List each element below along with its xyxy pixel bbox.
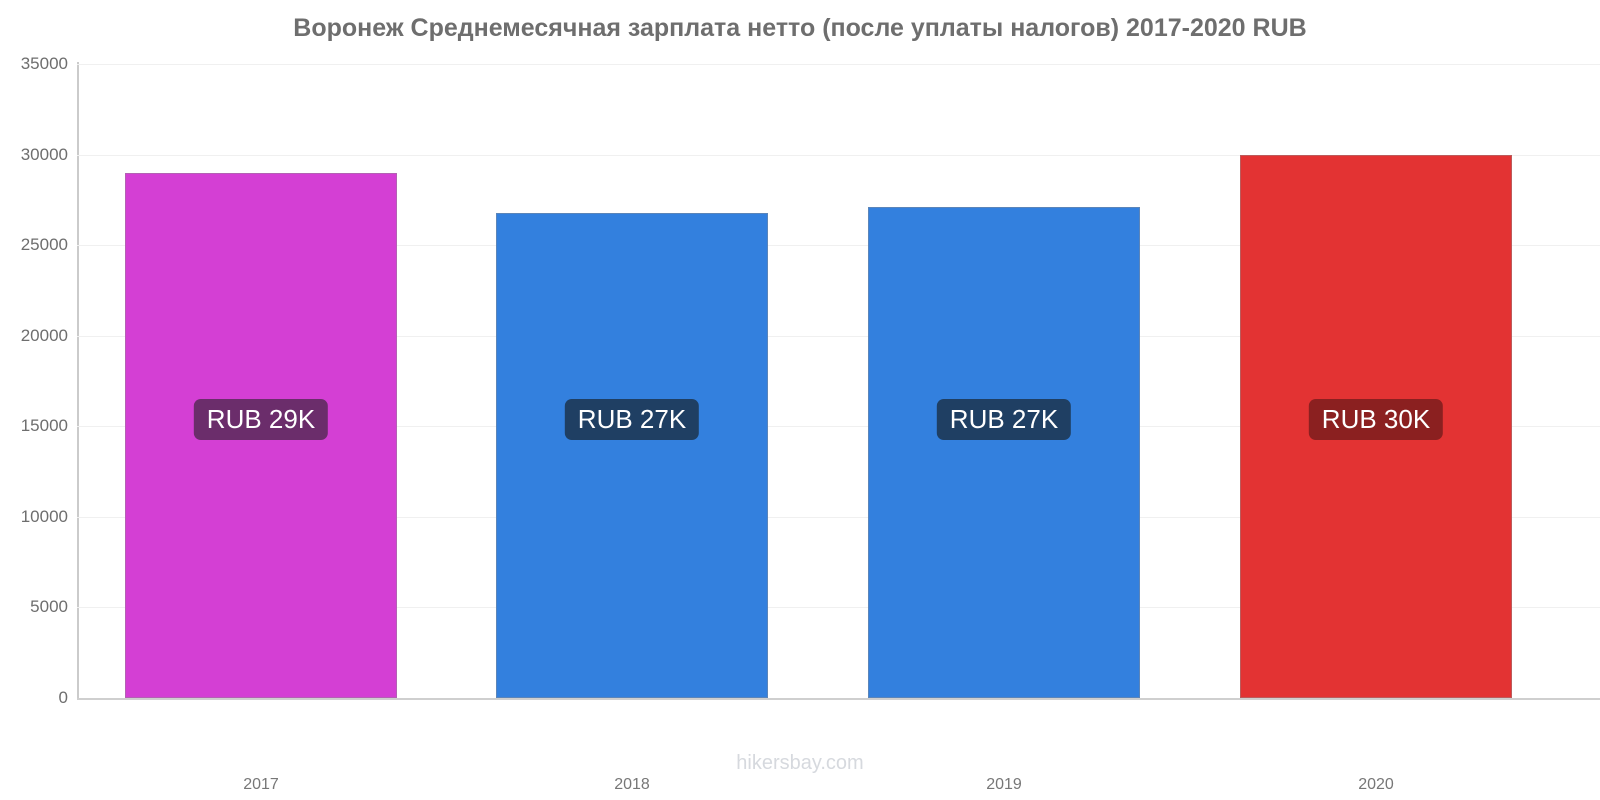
x-tick-label-2019: 2019 <box>986 776 1022 793</box>
y-tick-label-10000: 10000 <box>20 506 68 526</box>
footer-watermark: hikersbay.com <box>736 752 864 774</box>
bar-2018[interactable]: RUB 27K <box>496 212 768 698</box>
y-tick-label-5000: 5000 <box>30 597 68 617</box>
chart-title: Воронеж Среднемесячная зарплата нетто (п… <box>293 14 1307 42</box>
x-tick-label-2017: 2017 <box>243 776 279 793</box>
x-tick-label-2018: 2018 <box>614 776 650 793</box>
y-tick-label-0: 0 <box>58 688 68 707</box>
y-tick-label-15000: 15000 <box>20 416 68 436</box>
gridline-0 <box>77 698 1600 700</box>
bar-2019[interactable]: RUB 27K <box>868 207 1140 698</box>
y-axis-line <box>77 62 79 700</box>
bar-value-label-2019: RUB 27K <box>936 399 1072 440</box>
gridline-35000 <box>77 64 1600 65</box>
x-tick-label-2020: 2020 <box>1358 776 1394 793</box>
y-tick-label-35000: 35000 <box>20 54 68 73</box>
bar-2020[interactable]: RUB 30K <box>1240 154 1512 698</box>
y-tick-label-20000: 20000 <box>20 325 68 345</box>
gridline-10000 <box>77 516 1600 518</box>
bar-2017[interactable]: RUB 29K <box>125 172 397 698</box>
gridline-30000 <box>77 154 1600 156</box>
plot-area: 35000 30000 25000 20000 15000 10000 5000 0 RUB 2… <box>21 54 1600 793</box>
y-tick-label-30000: 30000 <box>20 144 68 164</box>
bar-value-label-2017: RUB 29K <box>193 399 329 440</box>
gridline-5000 <box>77 607 1600 609</box>
gridline-25000 <box>77 245 1600 247</box>
gridline-20000 <box>77 335 1600 337</box>
bar-value-label-2018: RUB 27K <box>564 399 700 440</box>
gridline-15000 <box>77 426 1600 428</box>
y-tick-label-25000: 25000 <box>20 235 68 255</box>
bar-value-label-2020: RUB 30K <box>1308 399 1444 440</box>
